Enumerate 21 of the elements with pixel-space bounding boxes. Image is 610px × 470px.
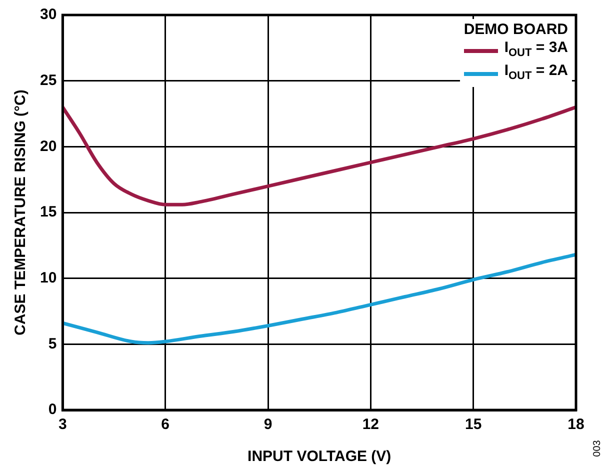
y-tick-label: 30 [40,6,57,24]
y-tick-label: 15 [40,204,57,221]
x-tick-label: 15 [464,416,482,434]
legend-label: I$_{OUT}$ = 2A [504,62,568,84]
y-tick-label: 0 [48,401,57,418]
y-axis-title: CASE TEMPERATURE RISING (°C) [12,90,30,336]
line-series [62,252,576,345]
x-tick-label: 6 [161,416,170,434]
y-tick-label: 5 [48,335,57,352]
line-series [62,105,576,206]
legend-title: DEMO BOARD [464,21,568,39]
text: 003 [592,440,604,457]
x-tick-label: 18 [568,416,584,434]
y-tick-label: 20 [40,138,57,155]
y-tick-label: 25 [40,72,57,89]
legend-label: I$_{OUT}$ = 3A [504,39,568,61]
y-tick-label: 10 [40,269,57,286]
x-tick-label: 9 [264,416,272,434]
x-tick-label: 3 [58,416,67,434]
x-tick-label: 12 [362,416,380,434]
x-axis-title: INPUT VOLTAGE (V) [248,448,392,466]
